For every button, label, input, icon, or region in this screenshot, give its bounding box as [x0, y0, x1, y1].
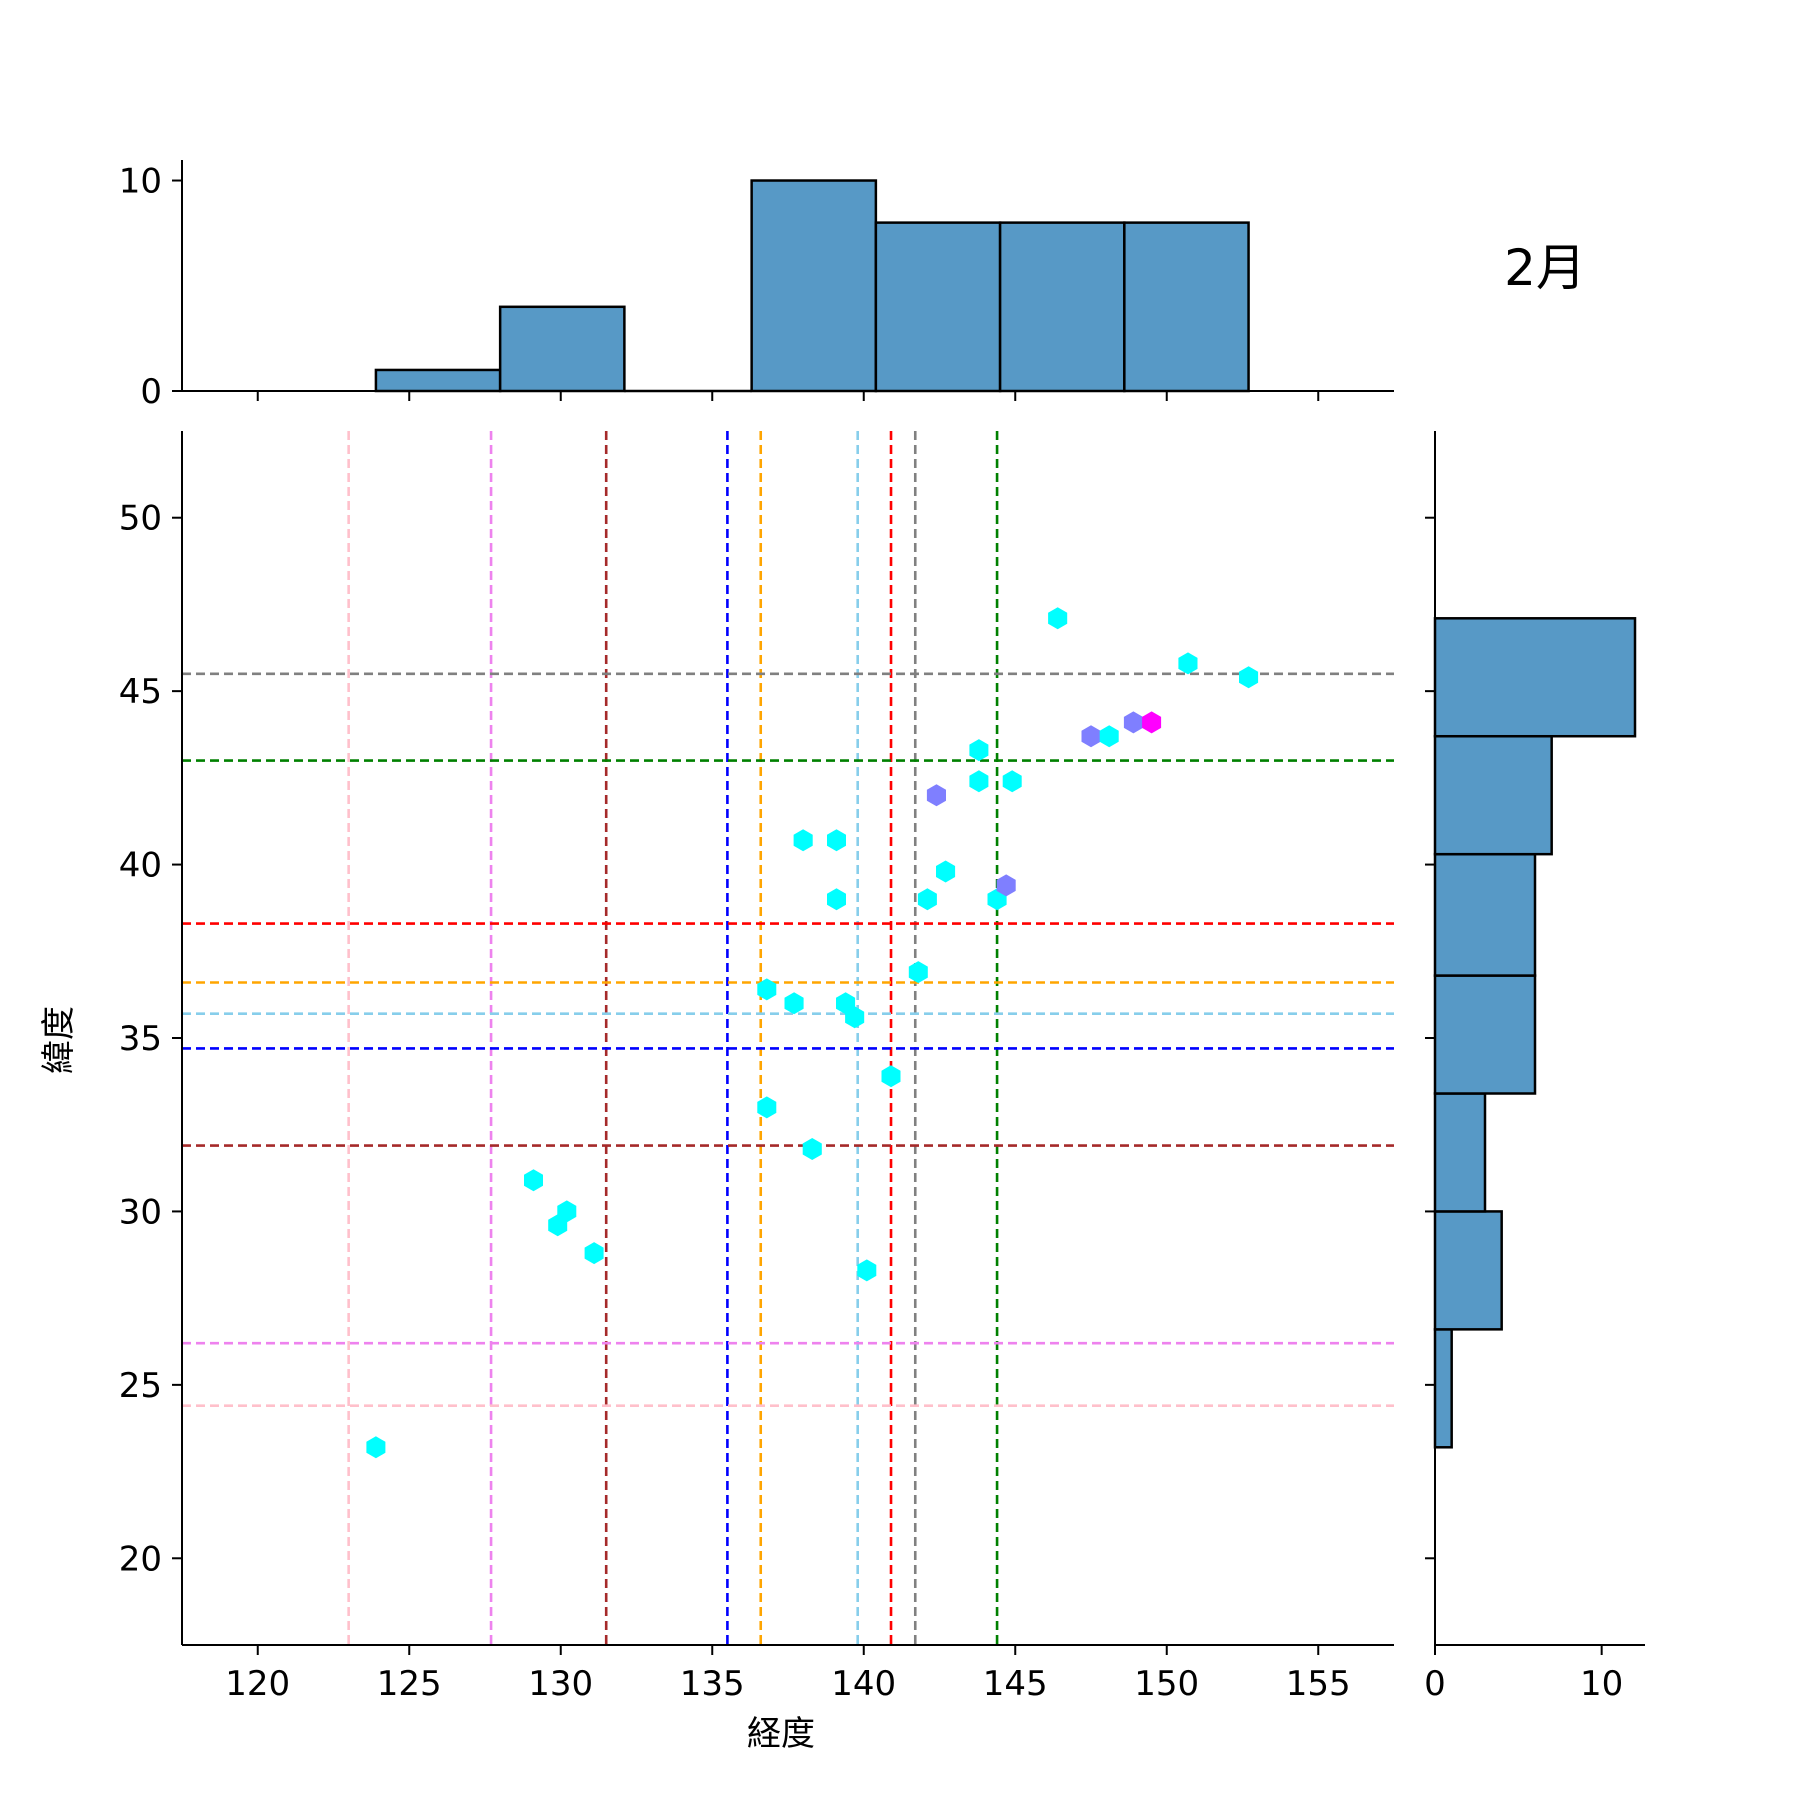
- y-hist-bar: [1433, 1092, 1487, 1213]
- x-tick-label: 140: [831, 1664, 896, 1704]
- y-hist-bar: [1433, 617, 1637, 738]
- data-point: [827, 888, 846, 911]
- y-hist-tick-label: 10: [1580, 1664, 1623, 1704]
- y-axis-label: 緯度: [39, 1006, 79, 1074]
- y-hist-bar: [1433, 734, 1553, 856]
- data-point: [1099, 725, 1119, 748]
- data-point: [524, 1169, 543, 1192]
- data-point: [366, 1436, 386, 1459]
- x-tick-label: 120: [225, 1664, 290, 1704]
- data-point: [1123, 711, 1143, 734]
- data-point: [827, 829, 846, 852]
- reference-lines: [182, 431, 1394, 1645]
- chart-title: 2月: [1504, 239, 1586, 297]
- y-hist-bar: [1433, 1210, 1503, 1331]
- data-point: [969, 739, 989, 762]
- y-hist-tick-label: 0: [1424, 1664, 1446, 1704]
- y-tick-label: 50: [119, 499, 162, 539]
- x-hist-bar: [750, 179, 878, 393]
- data-point: [1002, 770, 1022, 793]
- data-point: [936, 860, 956, 883]
- data-point: [917, 888, 937, 911]
- x-hist-tick-label: 10: [119, 162, 162, 202]
- y-hist-bar: [1433, 1328, 1453, 1449]
- y-hist-bar: [1433, 852, 1537, 977]
- data-point: [1178, 652, 1198, 675]
- x-histogram: 0 10: [119, 160, 1394, 412]
- data-point: [784, 992, 804, 1015]
- data-point: [857, 1259, 877, 1282]
- x-tick-label: 135: [680, 1664, 745, 1704]
- data-point: [908, 961, 928, 984]
- data-point: [757, 978, 777, 1001]
- data-point: [1142, 711, 1162, 734]
- data-point: [996, 874, 1016, 897]
- data-point: [802, 1138, 822, 1160]
- data-point: [881, 1065, 901, 1088]
- y-histogram: 0 10: [1424, 431, 1645, 1704]
- data-point: [1048, 607, 1068, 630]
- x-hist-bar: [374, 368, 502, 393]
- x-hist-bar: [498, 305, 626, 393]
- x-hist-tick-label: 0: [140, 372, 162, 412]
- x-tick-label: 155: [1286, 1664, 1351, 1704]
- main-axes: 120 125 130 135 140 145 150 155 20 25 30 35 40 45 50: [119, 431, 1394, 1704]
- x-tick-label: 145: [983, 1664, 1048, 1704]
- y-hist-bar: [1433, 974, 1537, 1095]
- data-point: [845, 1006, 865, 1029]
- data-point: [1239, 666, 1259, 689]
- data-point: [548, 1214, 568, 1237]
- data-point: [926, 784, 946, 807]
- y-tick-label: 20: [119, 1539, 162, 1579]
- x-tick-label: 130: [528, 1664, 593, 1704]
- y-tick-label: 30: [119, 1192, 162, 1232]
- x-hist-bar: [998, 221, 1126, 393]
- data-point: [757, 1096, 777, 1119]
- y-tick-label: 45: [119, 672, 162, 712]
- y-tick-label: 40: [119, 846, 162, 886]
- x-hist-bar: [1123, 221, 1250, 393]
- x-axis-label: 経度: [747, 1714, 815, 1754]
- y-tick-label: 35: [119, 1019, 162, 1059]
- x-hist-bar: [874, 221, 1002, 393]
- data-point: [793, 829, 813, 852]
- x-tick-label: 150: [1134, 1664, 1199, 1704]
- data-point: [1081, 725, 1101, 748]
- y-tick-label: 25: [119, 1366, 162, 1406]
- scatter-points: [366, 607, 1259, 1459]
- data-point: [969, 770, 989, 793]
- x-tick-label: 125: [377, 1664, 442, 1704]
- data-point: [584, 1242, 604, 1265]
